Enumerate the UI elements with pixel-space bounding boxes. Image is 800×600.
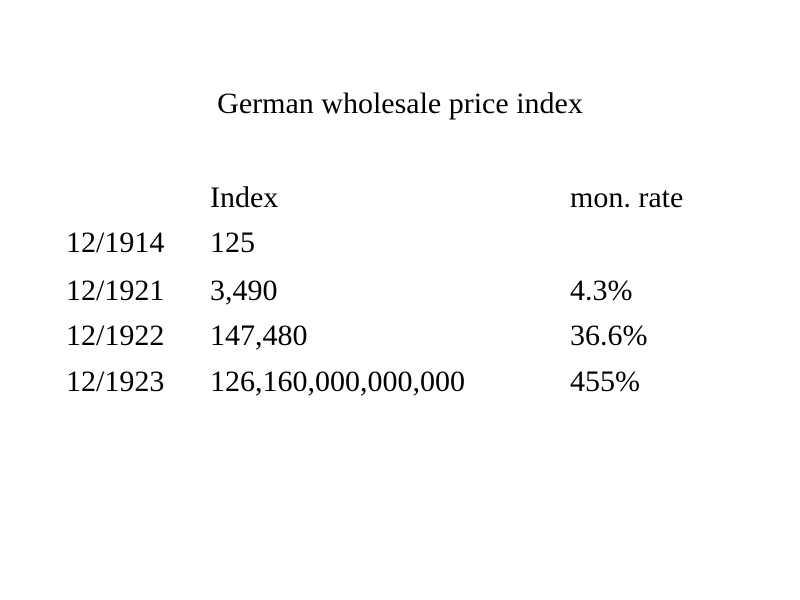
- row-date: 12/1922: [66, 319, 165, 352]
- header-index: Index: [210, 181, 279, 214]
- row-monthly-rate: 455%: [570, 365, 640, 398]
- row-index-value: 147,480: [210, 319, 308, 352]
- row-index-value: 126,160,000,000,000: [210, 365, 465, 398]
- row-monthly-rate: 4.3%: [570, 274, 633, 307]
- row-date: 12/1921: [66, 274, 165, 307]
- row-date: 12/1923: [66, 365, 165, 398]
- slide-title: German wholesale price index: [217, 87, 583, 120]
- row-index-value: 3,490: [210, 274, 278, 307]
- row-index-value: 125: [210, 226, 255, 259]
- header-monthly-rate: mon. rate: [570, 181, 684, 214]
- row-date: 12/1914: [66, 226, 165, 259]
- row-monthly-rate: 36.6%: [570, 319, 648, 352]
